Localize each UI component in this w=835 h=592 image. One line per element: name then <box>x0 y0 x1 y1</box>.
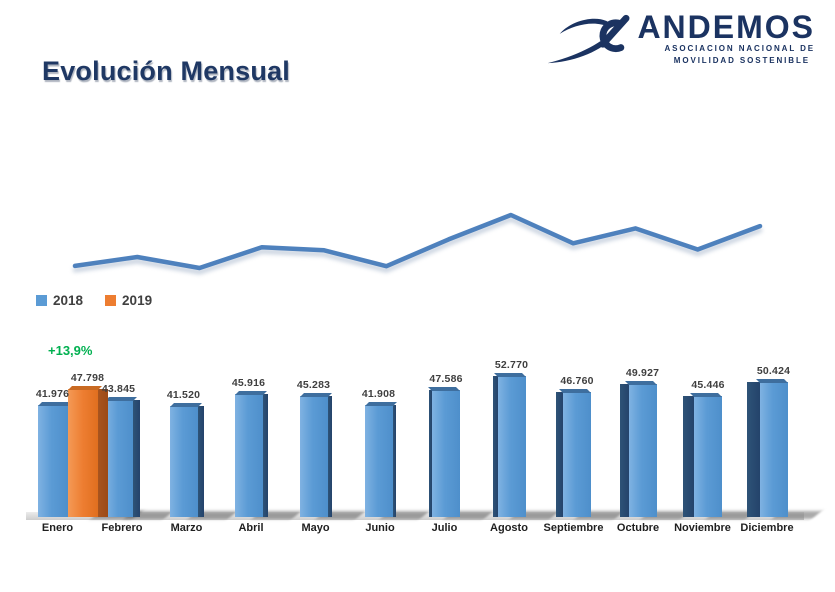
bar-2018 <box>37 402 72 517</box>
bar-2018 <box>619 381 657 517</box>
growth-label: +13,9% <box>48 343 93 358</box>
legend-item-2019: 2019 <box>105 293 152 308</box>
month-label: Junio <box>365 522 395 534</box>
bar-front-face <box>234 394 263 517</box>
legend: 2018 2019 <box>36 293 152 308</box>
month-label: Febrero <box>101 522 143 534</box>
bar-2018 <box>492 373 526 517</box>
bar-side-face <box>492 376 498 517</box>
bar-front-face <box>563 392 591 517</box>
bar-top-face <box>37 402 72 406</box>
bar-value-label: 41.908 <box>361 388 396 400</box>
page-title: Evolución Mensual <box>42 56 290 86</box>
legend-swatch-2019-icon <box>105 295 117 306</box>
bar-front-face <box>67 389 98 517</box>
bar-2018 <box>364 402 397 517</box>
legend-swatch-2018-icon <box>36 295 47 306</box>
bar-front-face <box>497 376 526 517</box>
bar-chart: 41.976 Enero 43.845 Febrero 41.520 Marzo 45.91… <box>0 340 835 550</box>
logo-name: ANDEMOS <box>637 9 815 45</box>
bar-value-label: 52.770 <box>494 359 529 371</box>
bar-top-face <box>624 381 657 385</box>
bar-2018 <box>169 403 204 517</box>
bar-top-face <box>169 403 202 407</box>
bar-2018 <box>556 389 591 517</box>
logo-subtitle-line1: ASOCIACION NACIONAL DE <box>664 44 815 53</box>
bar-value-label: 41.976 <box>35 388 70 400</box>
bar-2018 <box>683 393 722 517</box>
bar-value-label: 50.424 <box>756 365 791 377</box>
month-label: Enero <box>41 522 74 534</box>
bar-value-label: 45.916 <box>231 377 266 389</box>
bar-front-face <box>37 405 68 517</box>
bar-side-face <box>262 394 268 517</box>
logo-text: ANDEMOS ASOCIACION NACIONAL DE MOVILIDAD… <box>637 11 815 67</box>
month-label: Septiembre <box>543 522 604 534</box>
bar-2018 <box>428 387 460 517</box>
bar-value-label: 43.845 <box>101 383 136 395</box>
bar-2019 <box>67 386 108 517</box>
bar-side-face <box>327 396 332 517</box>
month-label: Octubre <box>616 522 660 534</box>
bar-front-face <box>628 384 657 517</box>
bar-front-face <box>104 400 133 517</box>
month-label: Mayo <box>301 522 330 534</box>
bar-side-face <box>619 384 629 517</box>
logo-subtitle-line2: MOVILIDAD SOSTENIBLE <box>673 56 810 65</box>
bar-side-face <box>683 396 694 517</box>
bar-front-face <box>759 382 788 517</box>
bar-front-face <box>432 390 460 517</box>
bar-top-face <box>755 379 788 383</box>
bar-value-label: 47.798 <box>70 372 105 384</box>
bar-top-face <box>428 387 460 391</box>
bar-top-face <box>690 393 722 397</box>
bar-top-face <box>104 397 137 401</box>
legend-item-2018: 2018 <box>36 293 83 308</box>
month-label: Agosto <box>490 522 528 534</box>
bar-value-label: 45.283 <box>296 379 331 391</box>
month-label: Julio <box>431 522 458 534</box>
andemos-logo: ANDEMOS ASOCIACION NACIONAL DE MOVILIDAD… <box>545 8 815 70</box>
bar-front-face <box>169 406 198 517</box>
bar-side-face <box>197 406 204 517</box>
andemos-leaf-logo-icon <box>548 14 630 64</box>
bar-value-label: 46.760 <box>560 375 594 387</box>
month-label: Abril <box>238 522 264 534</box>
bar-2018 <box>234 391 268 517</box>
bar-side-face <box>97 389 108 517</box>
bar-top-face <box>299 393 332 397</box>
bar-side-face <box>132 400 140 517</box>
bar-2018 <box>299 393 332 517</box>
bar-front-face <box>364 405 393 517</box>
bar-2018 <box>104 397 140 517</box>
bar-value-label: 45.446 <box>691 379 725 391</box>
bar-side-face <box>556 392 563 517</box>
bar-front-face <box>299 396 328 517</box>
legend-label-2018: 2018 <box>53 293 84 308</box>
bar-value-label: 49.927 <box>625 367 660 379</box>
bar-top-face <box>364 402 397 406</box>
bar-side-face <box>392 405 396 517</box>
month-label: Marzo <box>170 522 203 534</box>
line-2018 <box>72 212 763 271</box>
bar-value-label: 41.520 <box>166 389 201 401</box>
line-chart <box>72 212 763 271</box>
bar-value-label: 47.586 <box>429 373 463 385</box>
bar-top-face <box>493 373 526 377</box>
legend-label-2019: 2019 <box>122 293 153 308</box>
month-label: Noviembre <box>674 522 731 534</box>
bar-top-face <box>559 389 591 393</box>
bar-2018 <box>746 379 788 517</box>
bar-top-face <box>234 391 267 395</box>
month-label: Diciembre <box>740 522 794 534</box>
bar-front-face <box>694 396 722 517</box>
bar-side-face <box>746 382 760 517</box>
bar-side-face <box>429 390 432 517</box>
